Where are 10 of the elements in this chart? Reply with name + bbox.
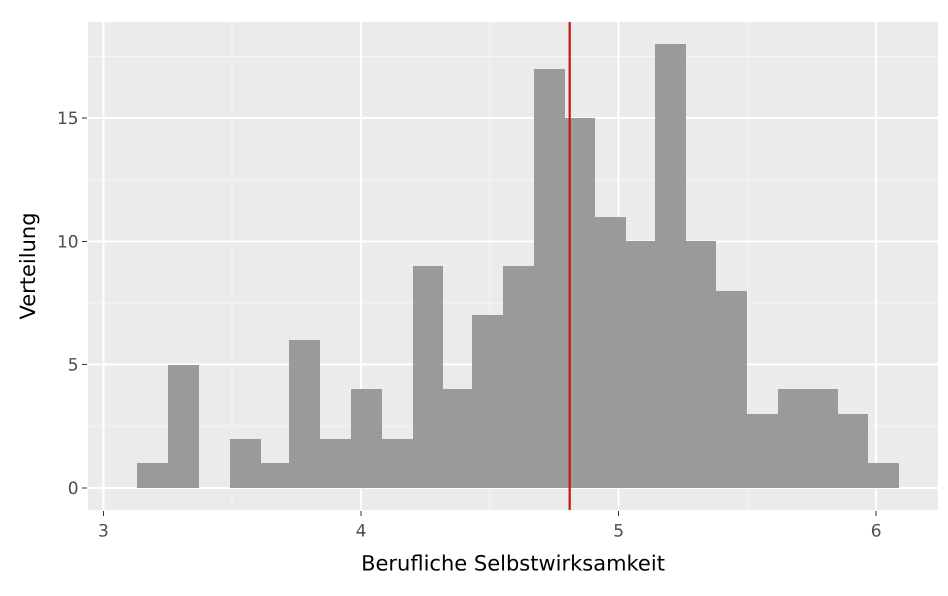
x-tick-label: 4 (356, 521, 366, 542)
x-tick-label: 3 (98, 521, 109, 542)
y-axis-title: Verteilung (16, 212, 40, 320)
y-tick-label: 10 (56, 232, 79, 252)
y-tick-label: 15 (56, 109, 79, 130)
x-tick-label: 5 (613, 521, 624, 542)
x-axis-title: Berufliche Selbstwirksamkeit (361, 552, 665, 576)
y-tick-label: 5 (68, 356, 79, 376)
y-tick-label: 0 (68, 478, 79, 499)
x-tick-label: 6 (870, 521, 882, 542)
